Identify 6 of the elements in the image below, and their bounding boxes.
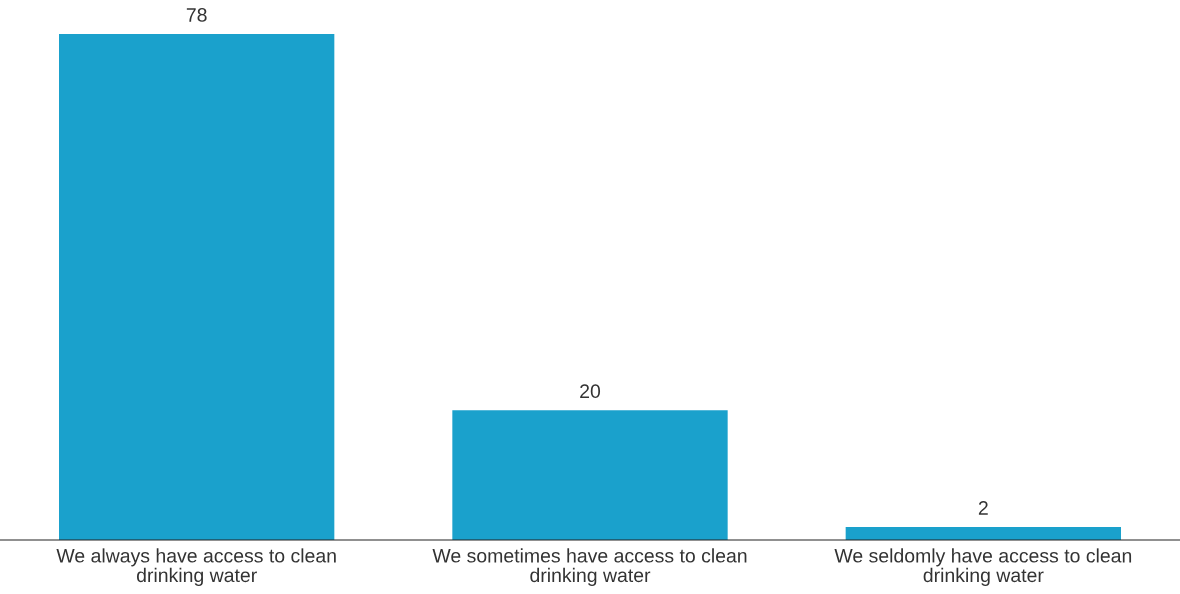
x-tick-label: We seldomly have access to clean drinking water [834, 548, 1132, 586]
x-tick-label: We always have access to clean drinking water [56, 548, 336, 586]
x-tick-label: We sometimes have access to clean drinking water [432, 548, 747, 586]
data-label: 20 [580, 384, 601, 399]
data-label: 78 [186, 8, 207, 22]
data-label: 2 [978, 501, 988, 515]
